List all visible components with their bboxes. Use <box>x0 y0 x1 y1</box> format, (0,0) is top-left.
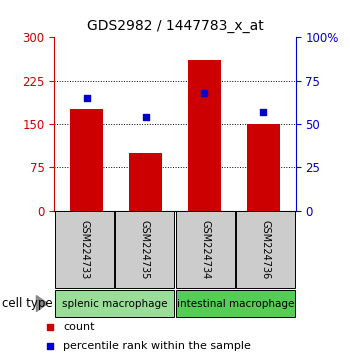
Bar <box>176 211 235 288</box>
Text: GSM224736: GSM224736 <box>260 220 271 279</box>
Text: GSM224734: GSM224734 <box>200 220 210 279</box>
Text: GSM224733: GSM224733 <box>79 220 90 279</box>
Point <box>202 90 207 96</box>
Bar <box>130 153 162 211</box>
Point <box>260 109 266 115</box>
Point <box>47 343 52 349</box>
Bar <box>236 211 295 288</box>
Bar <box>247 124 280 211</box>
Text: intestinal macrophage: intestinal macrophage <box>177 298 294 309</box>
Text: GSM224735: GSM224735 <box>140 220 150 279</box>
Bar <box>115 211 174 288</box>
Text: percentile rank within the sample: percentile rank within the sample <box>63 341 251 351</box>
Title: GDS2982 / 1447783_x_at: GDS2982 / 1447783_x_at <box>87 19 263 33</box>
Point <box>84 95 90 101</box>
Bar <box>176 290 295 317</box>
Bar <box>55 290 174 317</box>
Bar <box>55 211 114 288</box>
Text: cell type: cell type <box>2 297 52 310</box>
Point <box>143 114 148 120</box>
Text: splenic macrophage: splenic macrophage <box>62 298 167 309</box>
Bar <box>188 60 220 211</box>
Text: count: count <box>63 322 95 332</box>
Point <box>47 325 52 330</box>
Polygon shape <box>36 296 48 312</box>
Bar <box>70 109 103 211</box>
